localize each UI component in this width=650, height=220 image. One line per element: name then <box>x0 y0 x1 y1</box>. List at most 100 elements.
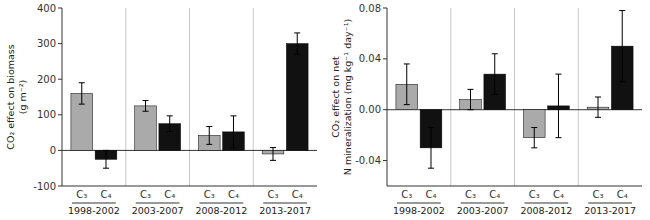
error-cap <box>270 147 276 148</box>
divider <box>578 8 579 186</box>
y-tick <box>58 114 62 115</box>
plot-area <box>62 33 317 168</box>
error-cap <box>492 53 498 54</box>
error-cap <box>404 63 410 64</box>
error-stem <box>406 64 407 105</box>
error-cap <box>468 89 474 90</box>
error-cap <box>103 150 109 151</box>
error-cap <box>79 104 85 105</box>
error-bar <box>230 116 236 148</box>
x-tick-label: C₃ <box>593 189 604 200</box>
y-tick <box>383 160 387 161</box>
divider <box>125 8 126 186</box>
divider <box>189 8 190 186</box>
error-cap <box>428 168 434 169</box>
category-label: 2008-2012 <box>520 205 572 216</box>
error-bar <box>206 127 212 145</box>
error-bar <box>79 83 85 104</box>
divider <box>514 8 515 186</box>
error-stem <box>494 54 495 95</box>
y-axis-label: CO₂ effect on biomass(g m⁻²) <box>5 44 28 150</box>
error-cap <box>143 100 149 101</box>
bar <box>135 106 157 150</box>
error-cap <box>531 147 537 148</box>
x-tick-label: C₃ <box>268 189 279 200</box>
bar <box>286 44 308 151</box>
category-label: 2003-2007 <box>132 205 184 216</box>
error-bar <box>143 101 149 112</box>
error-stem <box>81 83 82 104</box>
x-tick-label: C₄ <box>164 189 175 200</box>
error-bar <box>167 116 173 132</box>
y-axis <box>62 8 63 186</box>
error-cap <box>531 127 537 128</box>
y-tick-label: -100 <box>33 181 56 192</box>
error-stem <box>558 74 559 138</box>
x-tick-label: C₄ <box>553 189 564 200</box>
error-stem <box>534 128 535 148</box>
error-bar <box>468 89 474 109</box>
error-bar <box>270 148 276 161</box>
error-cap <box>230 115 236 116</box>
category-label: 2013-2017 <box>259 205 311 216</box>
x-tick-label: C₄ <box>489 189 500 200</box>
x-tick-label: C₄ <box>100 189 111 200</box>
figure: -1000100200300400C₃C₄1998-2002C₃C₄2003-2… <box>0 0 650 220</box>
y-axis-label: CO₂ effect on netN mineralization (mg kg… <box>330 19 353 175</box>
error-bar <box>595 97 601 117</box>
x-tick-label: C₄ <box>425 189 436 200</box>
category-label: 2003-2007 <box>457 205 509 216</box>
error-stem <box>470 89 471 109</box>
error-stem <box>273 148 274 161</box>
x-tick-label: C₄ <box>292 189 303 200</box>
y-tick-label: 0.08 <box>359 3 381 14</box>
category-label: 1998-2002 <box>393 205 445 216</box>
y-axis-label-line: CO₂ effect on net <box>330 56 341 138</box>
x-tick-label: C₄ <box>617 189 628 200</box>
category-label: 2013-2017 <box>584 205 636 216</box>
x-tick-label: C₃ <box>204 189 215 200</box>
y-tick <box>58 43 62 44</box>
error-stem <box>297 33 298 54</box>
error-cap <box>294 32 300 33</box>
y-tick <box>383 8 387 9</box>
error-cap <box>270 160 276 161</box>
x-axis <box>62 186 317 187</box>
y-tick <box>58 150 62 151</box>
error-cap <box>555 74 561 75</box>
y-tick-label: 200 <box>37 74 56 85</box>
bracket <box>397 203 441 204</box>
error-bar <box>428 128 434 169</box>
error-cap <box>595 97 601 98</box>
x-tick-label: C₃ <box>401 189 412 200</box>
x-axis <box>387 186 642 187</box>
error-cap <box>294 54 300 55</box>
y-tick-label: -0.04 <box>355 155 381 166</box>
y-tick-label: 100 <box>37 109 56 120</box>
error-cap <box>79 82 85 83</box>
error-stem <box>233 116 234 148</box>
error-cap <box>619 81 625 82</box>
error-stem <box>209 127 210 145</box>
panel: -1000100200300400C₃C₄1998-2002C₃C₄2003-2… <box>5 3 317 217</box>
error-bar <box>619 11 625 82</box>
error-cap <box>206 144 212 145</box>
plot-area <box>387 11 642 169</box>
y-tick <box>383 58 387 59</box>
error-cap <box>143 111 149 112</box>
error-cap <box>595 117 601 118</box>
error-cap <box>167 115 173 116</box>
x-tick-label: C₄ <box>228 189 239 200</box>
error-cap <box>468 109 474 110</box>
bracket <box>525 203 569 204</box>
error-cap <box>428 127 434 128</box>
x-tick-label: C₃ <box>140 189 151 200</box>
y-tick-label: 0 <box>50 145 56 156</box>
y-axis-label-line: (g m⁻²) <box>17 80 28 115</box>
error-stem <box>145 101 146 112</box>
y-tick-label: 0.00 <box>359 104 381 115</box>
y-axis-label-line: CO₂ effect on biomass <box>5 44 16 150</box>
bracket <box>200 203 244 204</box>
error-bar <box>492 54 498 95</box>
y-tick <box>58 79 62 80</box>
